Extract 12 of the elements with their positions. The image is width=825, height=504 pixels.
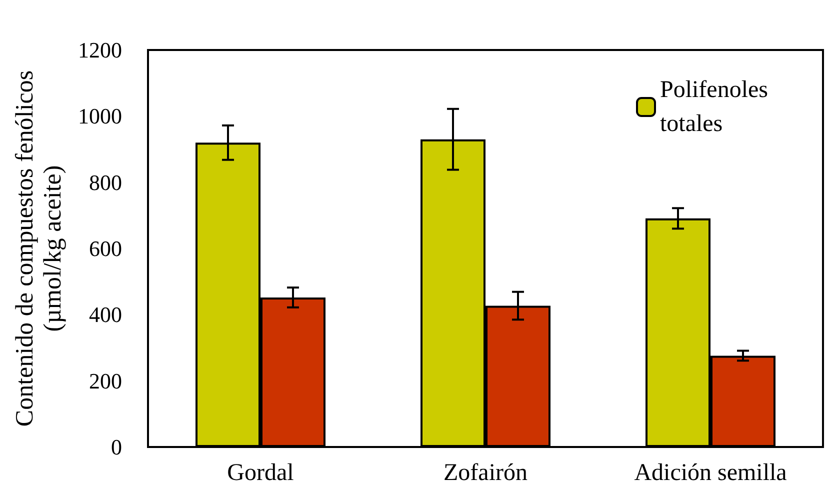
y-tick-label: 800 <box>89 170 122 195</box>
y-tick-label: 600 <box>89 236 122 261</box>
y-tick-label: 1200 <box>78 38 122 62</box>
y-tick-label: 1000 <box>78 104 122 129</box>
x-tick-label: Zofairón <box>444 460 528 486</box>
y-axis-title: Contenido de compuestos fenólicos (µmol/kg aceite) <box>12 70 67 427</box>
y-tick-label: 400 <box>89 302 122 328</box>
x-tick-label: Adición semilla <box>634 460 788 486</box>
x-tick-label: Gordal <box>227 460 294 486</box>
legend-label: Polifenoles totales <box>660 77 774 137</box>
y-tick-label: 0 <box>111 434 122 460</box>
y-tick-label: 200 <box>89 368 122 394</box>
